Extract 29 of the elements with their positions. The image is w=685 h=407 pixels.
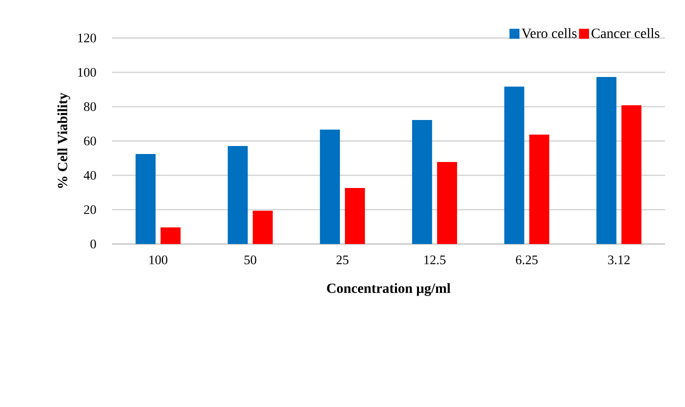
y-tick-label: 20 (84, 205, 96, 214)
x-tick-label: 100 (149, 256, 168, 264)
y-tick-label: 0 (90, 240, 96, 248)
x-tick-label: 3.12 (608, 256, 630, 264)
x-tick-label: 25 (336, 256, 348, 264)
bar (344, 188, 365, 244)
y-tick-label: 60 (84, 136, 96, 146)
y-tick-label: 80 (84, 102, 96, 112)
bar (252, 210, 273, 244)
bar (136, 154, 156, 244)
y-tick-label: 120 (78, 34, 96, 42)
x-axis-title: Concentration µg/ml (327, 283, 450, 296)
bar (320, 130, 340, 244)
bar (504, 86, 524, 244)
bar (160, 227, 181, 244)
x-tick-label: 50 (244, 256, 256, 264)
legend-label: Vero cells (522, 28, 577, 38)
bar (621, 105, 642, 244)
x-tick-label: 12.5 (424, 256, 446, 264)
bar (529, 134, 550, 244)
y-tick-label: 40 (84, 170, 96, 180)
legend-label: Cancer cells (592, 28, 660, 38)
y-tick-label: 100 (78, 68, 96, 77)
y-axis-title: % Cell Viability (57, 92, 70, 188)
bar (437, 162, 458, 244)
bar (596, 76, 616, 244)
bar (412, 120, 432, 244)
x-tick-label: 6.25 (516, 256, 538, 264)
bar (228, 146, 248, 244)
